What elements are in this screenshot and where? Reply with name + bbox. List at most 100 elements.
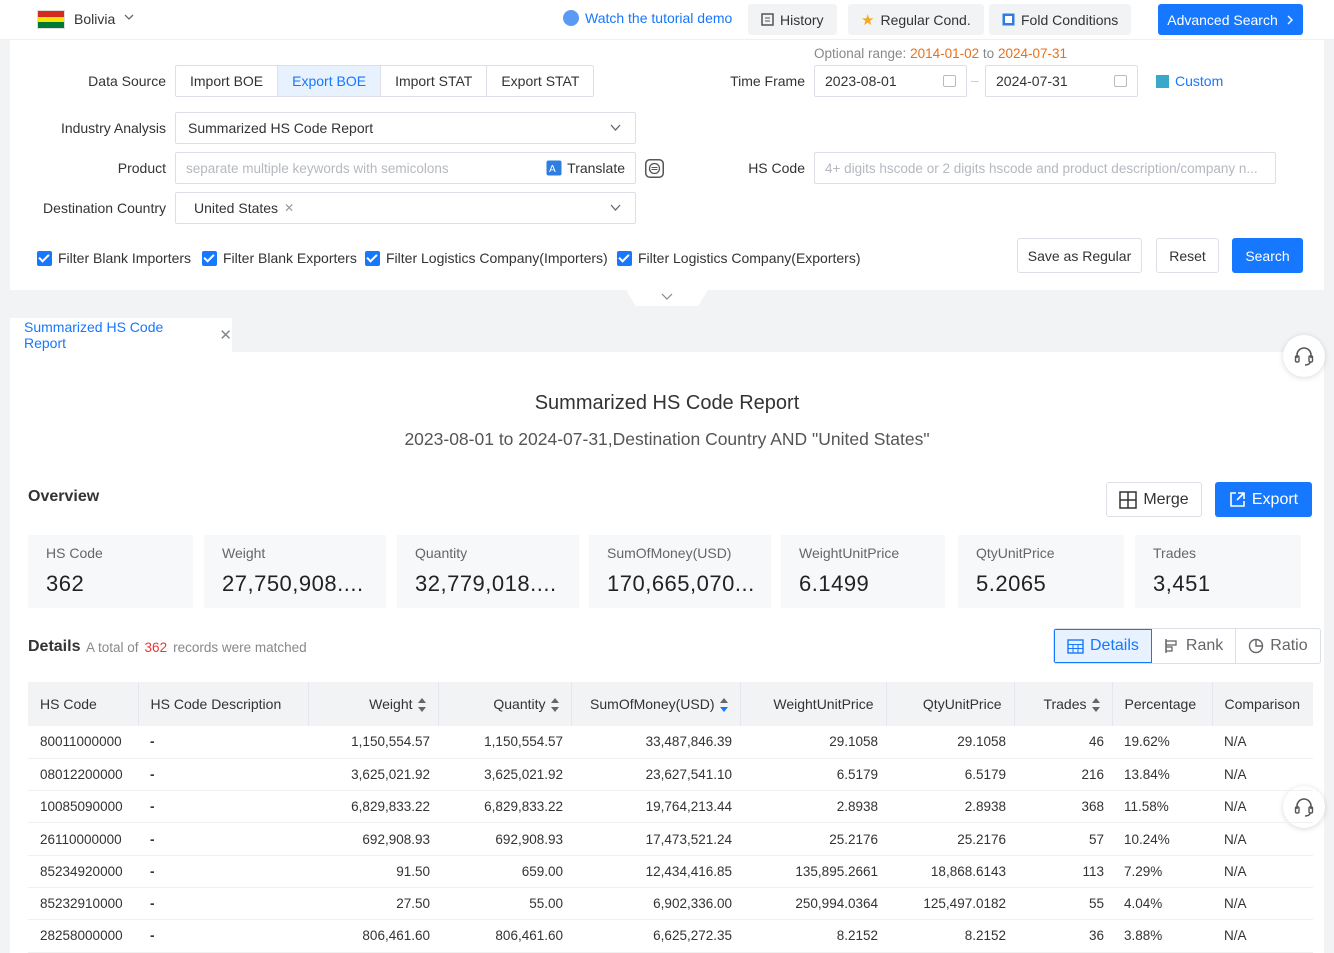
cell-weight: 27.50 <box>308 887 438 921</box>
customer-service-button[interactable] <box>1283 335 1325 377</box>
cell-weight: 6,829,833.22 <box>308 790 438 824</box>
cell-percentage: 7.29% <box>1112 855 1212 888</box>
cell-hs-code[interactable]: 08012200000 <box>28 758 138 792</box>
cell-comparison: N/A <box>1212 919 1313 953</box>
col-weight[interactable]: Weight <box>307 682 438 726</box>
tab-summarized-hs-code-report[interactable]: Summarized HS Code Report ✕ <box>10 318 232 353</box>
industry-label: Industry Analysis <box>60 120 166 136</box>
col-sum-of-money[interactable]: SumOfMoney(USD) <box>570 682 740 726</box>
col-trades[interactable]: Trades <box>1013 682 1112 726</box>
table-row[interactable]: 10085090000-6,829,833.22 6,829,833.22 19,7… <box>28 790 1313 824</box>
col-qty-unit-price: QtyUnitPrice <box>885 682 1014 726</box>
chevron-down-icon <box>610 124 621 131</box>
tab-ratio[interactable]: Ratio <box>1236 629 1319 663</box>
table-body: 80011000000-1,150,554.57 1,150,554.57 33,4… <box>28 726 1313 953</box>
data-source-import-boe[interactable]: Import BOE <box>176 66 279 96</box>
keyword-list-icon[interactable] <box>645 159 664 178</box>
collapse-panel-toggle[interactable] <box>626 290 708 306</box>
cell-hs-code[interactable]: 85232910000 <box>28 887 138 921</box>
stat-card-weight: Weight 27,750,908.... <box>204 535 386 608</box>
merge-button[interactable]: Merge <box>1106 482 1202 517</box>
cell-hs-code[interactable]: 26110000000 <box>28 822 138 856</box>
cell-qty-unit-price: 25.2176 <box>886 822 1014 856</box>
sort-icon[interactable] <box>1091 698 1100 713</box>
sort-icon[interactable] <box>417 698 426 713</box>
fold-conditions-button[interactable]: Fold Conditions <box>989 4 1132 35</box>
data-source-label: Data Source <box>88 73 166 89</box>
cell-description: - <box>138 822 308 856</box>
cell-comparison: N/A <box>1212 790 1313 824</box>
col-comparison: Comparison <box>1211 682 1313 726</box>
table-row[interactable]: 08012200000-3,625,021.92 3,625,021.92 23,6… <box>28 758 1313 792</box>
checkbox-checked-icon[interactable] <box>617 250 632 266</box>
data-source-import-stat[interactable]: Import STAT <box>381 66 488 96</box>
cell-comparison: N/A <box>1212 887 1313 921</box>
cell-weight-unit-price: 8.2152 <box>740 919 886 953</box>
cell-hs-code[interactable]: 80011000000 <box>28 726 138 759</box>
search-button[interactable]: Search <box>1232 238 1303 273</box>
cell-description: - <box>138 887 308 921</box>
export-button[interactable]: Export <box>1215 482 1312 517</box>
bolivia-flag-icon[interactable] <box>37 10 65 29</box>
sort-icon[interactable] <box>719 698 728 713</box>
cell-percentage: 19.62% <box>1112 726 1212 759</box>
save-regular-button[interactable]: Save as Regular <box>1017 238 1142 273</box>
table-row[interactable]: 85232910000-27.50 55.00 6,902,336.00 250,99… <box>28 887 1313 921</box>
regular-cond-button[interactable]: ★ Regular Cond. <box>848 4 984 35</box>
cell-hs-code[interactable]: 28258000000 <box>28 919 138 953</box>
filter-logistics-exporters[interactable]: Filter Logistics Company(Exporters) <box>617 250 861 266</box>
chevron-down-icon[interactable] <box>124 12 134 22</box>
time-start-input[interactable]: 2023-08-01 <box>814 65 967 97</box>
cell-trades: 57 <box>1014 822 1112 856</box>
tab-rank[interactable]: Rank <box>1152 629 1237 663</box>
checkbox-checked-icon[interactable] <box>37 250 52 266</box>
table-row[interactable]: 85234920000-91.50 659.00 12,434,416.85 135,… <box>28 855 1313 888</box>
translate-button[interactable]: A Translate <box>546 153 625 183</box>
table-row[interactable]: 26110000000-692,908.93 692,908.93 17,473,5… <box>28 822 1313 856</box>
reset-button[interactable]: Reset <box>1156 238 1219 273</box>
cell-sum-of-money: 6,625,272.35 <box>571 919 740 953</box>
country-selector[interactable]: Bolivia <box>74 11 116 27</box>
sort-icon[interactable] <box>550 698 559 713</box>
history-icon <box>761 13 774 26</box>
data-source-export-stat[interactable]: Export STAT <box>501 73 580 89</box>
filter-blank-importers[interactable]: Filter Blank Importers <box>37 250 191 266</box>
hscode-input[interactable]: 4+ digits hscode or 2 digits hscode and … <box>814 152 1276 184</box>
col-quantity[interactable]: Quantity <box>437 682 571 726</box>
close-icon[interactable]: ✕ <box>219 327 232 344</box>
cell-percentage: 11.58% <box>1112 790 1212 824</box>
cell-sum-of-money: 12,434,416.85 <box>571 855 740 888</box>
checkbox-checked-icon[interactable] <box>202 250 217 266</box>
top-bar: Bolivia Watch the tutorial demo History … <box>0 0 1334 40</box>
time-end-input[interactable]: 2024-07-31 <box>985 65 1138 97</box>
tutorial-link[interactable]: Watch the tutorial demo <box>563 10 732 26</box>
cell-sum-of-money: 23,627,541.10 <box>571 758 740 792</box>
checkbox-checked-icon[interactable] <box>365 250 380 266</box>
filter-blank-exporters[interactable]: Filter Blank Exporters <box>202 250 357 266</box>
cell-comparison: N/A <box>1212 758 1313 792</box>
cell-hs-code[interactable]: 85234920000 <box>28 855 138 888</box>
cell-weight: 3,625,021.92 <box>308 758 438 792</box>
cell-qty-unit-price: 2.8938 <box>886 790 1014 824</box>
cell-hs-code[interactable]: 10085090000 <box>28 790 138 824</box>
custom-icon <box>1156 74 1169 88</box>
industry-select[interactable]: Summarized HS Code Report <box>175 112 636 144</box>
custom-range-button[interactable]: Custom <box>1156 73 1223 89</box>
advanced-search-button[interactable]: Advanced Search <box>1158 4 1303 35</box>
data-source-export-boe[interactable]: Export BOE <box>278 66 382 96</box>
filter-logistics-importers[interactable]: Filter Logistics Company(Importers) <box>365 250 608 266</box>
cell-trades: 55 <box>1014 887 1112 921</box>
cell-percentage: 3.88% <box>1112 919 1212 953</box>
range-separator: – <box>971 72 979 88</box>
cell-trades: 368 <box>1014 790 1112 824</box>
history-button[interactable]: History <box>748 4 837 35</box>
cell-description: - <box>138 855 308 888</box>
svg-text:A: A <box>549 164 556 175</box>
table-row[interactable]: 28258000000-806,461.60 806,461.60 6,625,27… <box>28 919 1313 953</box>
destination-select[interactable]: United States ✕ <box>175 192 636 224</box>
product-input[interactable]: separate multiple keywords with semicolo… <box>175 152 636 184</box>
stat-card-sum-of-money: SumOfMoney(USD) 170,665,070... <box>589 535 771 608</box>
table-row[interactable]: 80011000000-1,150,554.57 1,150,554.57 33,4… <box>28 726 1313 759</box>
tag-close-icon[interactable]: ✕ <box>284 201 295 215</box>
tab-details[interactable]: Details <box>1054 629 1152 663</box>
